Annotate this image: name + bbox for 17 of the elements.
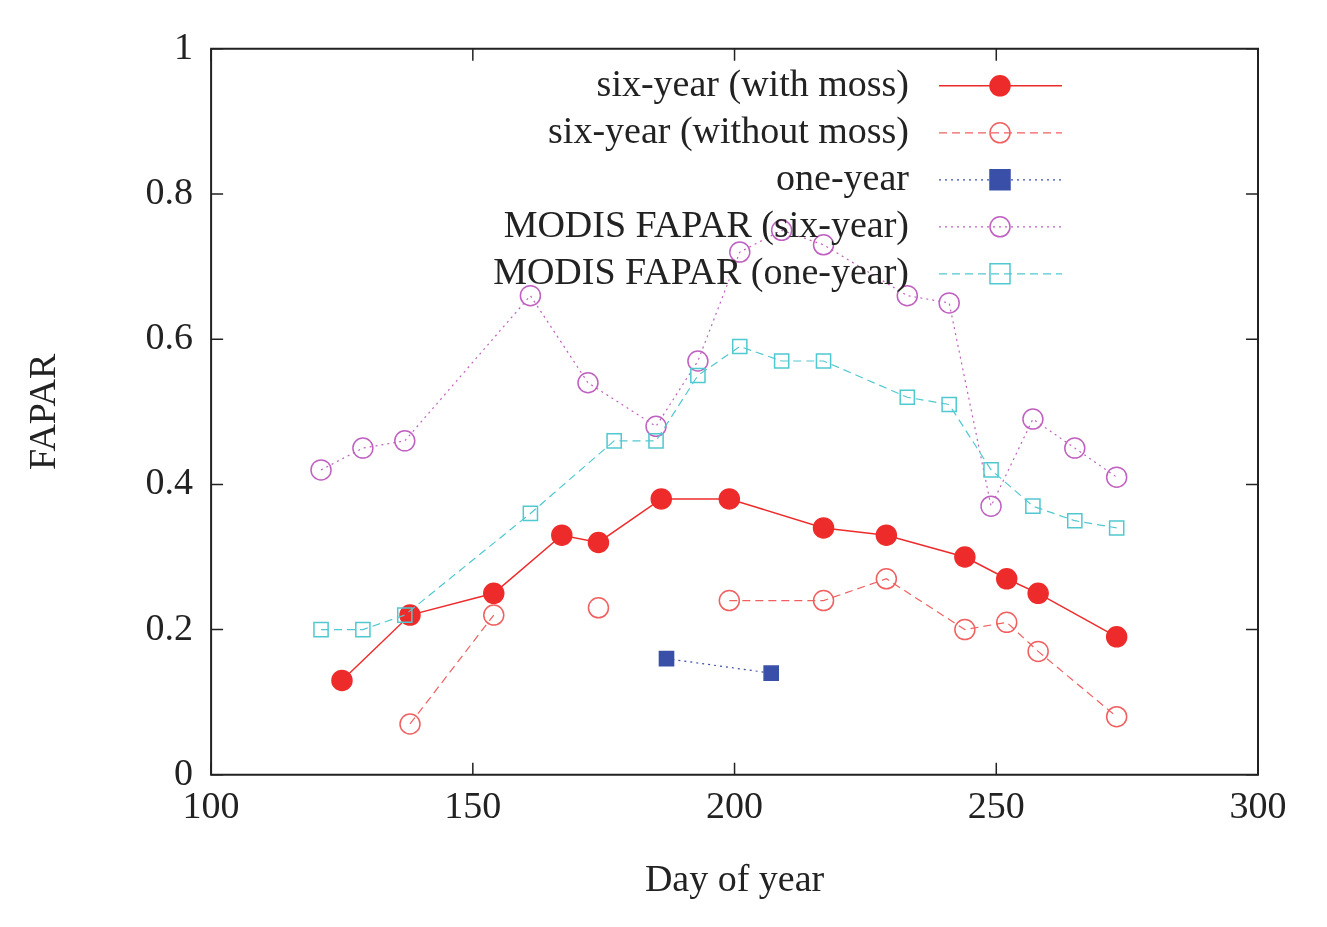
x-tick-label: 250 — [967, 783, 1025, 826]
x-tick-label: 200 — [706, 783, 764, 826]
x-tick-label: 150 — [444, 783, 502, 826]
legend-label: one-year — [776, 155, 910, 198]
x-axis-title: Day of year — [644, 857, 825, 900]
y-tick-label: 1 — [174, 24, 194, 67]
legend-label: MODIS FAPAR (six-year) — [503, 202, 909, 246]
x-tick-label: 300 — [1229, 783, 1287, 826]
y-tick-label: 0 — [174, 750, 194, 793]
legend-label: six-year (with moss) — [596, 61, 909, 105]
y-tick-label: 0.4 — [145, 460, 194, 503]
y-tick-label: 0.8 — [145, 169, 194, 212]
legend-label: six-year (without moss) — [548, 108, 909, 152]
y-axis-title: FAPAR — [20, 353, 63, 470]
y-tick-label: 0.6 — [145, 315, 194, 358]
legend-label: MODIS FAPAR (one-year) — [493, 249, 909, 293]
y-tick-label: 0.2 — [145, 605, 194, 648]
